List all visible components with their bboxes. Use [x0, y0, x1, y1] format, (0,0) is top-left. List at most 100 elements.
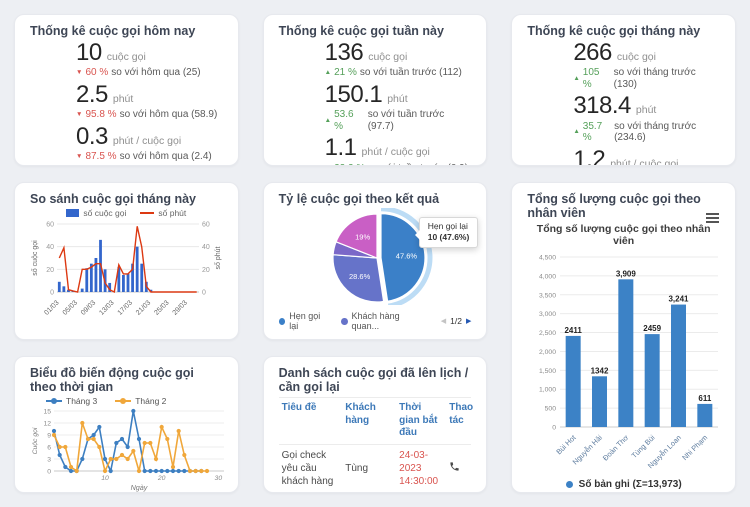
timeline-chart-canvas[interactable]: 0 3 6 9 12 15 10 20 30 Ngày Cuộc gọi — [30, 407, 232, 493]
svg-text:05/03: 05/03 — [62, 299, 79, 316]
customer-name: Tùng — [342, 444, 397, 492]
employee-chart-canvas[interactable]: 0 500 1,000 1,500 2,000 2,500 3,000 3,500 4,000 4… — [527, 247, 723, 473]
svg-text:09/03: 09/03 — [80, 299, 97, 316]
legend-dot-icon — [565, 481, 573, 488]
svg-text:Ngày: Ngày — [131, 483, 148, 492]
col-header-start-time: Thời gian bắt đầu — [396, 397, 447, 445]
card-title: Thống kê cuộc gọi tháng này — [527, 24, 701, 38]
svg-text:40: 40 — [202, 244, 210, 251]
pager-next-icon[interactable]: ▶ — [465, 318, 472, 325]
table-row: Gọi trao đổi khách hàng Dương Trương Phư… — [279, 492, 472, 493]
trend-line: ▼ 60 % so với hôm qua (25) — [76, 67, 201, 79]
svg-text:0: 0 — [50, 290, 54, 297]
svg-text:1342: 1342 — [591, 366, 609, 375]
compare-text: so với hôm qua (2.4) — [119, 151, 212, 163]
svg-text:28.6%: 28.6% — [349, 272, 371, 281]
scheduled-calls-table: Tiêu đề Khách hàng Thời gian bắt đầu Tha… — [278, 397, 473, 493]
metric-avg: 0.3 phút / cuộc gọi ▼ 87.5 % so với hôm qua… — [76, 123, 223, 163]
compare-text: so với tuần trước (0.9) — [368, 163, 468, 165]
card-title: Biểu đồ biến động cuộc gọi theo thời gia… — [30, 366, 194, 394]
trend-up-icon: ▲ — [324, 116, 332, 124]
scheduled-calls-card: Danh sách cuộc gọi đã lên lịch / cần gọi… — [262, 356, 488, 493]
card-title: So sánh cuộc gọi tháng này — [30, 192, 196, 206]
svg-text:3,909: 3,909 — [616, 269, 637, 278]
metrics: 136 cuộc gọi ▲ 21 % so với tuần trước (112)… — [324, 39, 472, 166]
trend-line: ▼ 95.8 % so với hôm qua (58.9) — [76, 109, 218, 121]
pie-chart-canvas[interactable]: 47.6% 28.6% 19% — [279, 206, 475, 309]
svg-text:47.6%: 47.6% — [395, 251, 417, 260]
svg-text:0: 0 — [553, 425, 557, 432]
trend-up-icon: ▲ — [573, 74, 580, 82]
svg-text:9: 9 — [47, 432, 51, 439]
pager-prev-icon[interactable]: ◀ — [440, 318, 447, 325]
trend-line: ▲ 21 % so với tuần trước (112) — [324, 67, 462, 79]
trend-line: ▲22.2 %so với tuần trước (0.9) — [325, 163, 472, 166]
svg-text:Đoàn Thơ: Đoàn Thơ — [601, 433, 631, 463]
svg-text:60: 60 — [202, 222, 210, 229]
stat-card-week: Thống kê cuộc gọi tuần này 136 cuộc gọi ▲… — [262, 14, 488, 166]
metric-value: 1.2 — [573, 145, 606, 166]
svg-text:6: 6 — [47, 444, 51, 451]
svg-text:3,241: 3,241 — [669, 295, 690, 304]
stat-card-today: Thống kê cuộc gọi hôm nay 10 cuộc gọi ▼ 60… — [14, 14, 239, 166]
trend-up-icon: ▲ — [325, 165, 331, 166]
metric-calls: 10 cuộc gọi ▼ 60 % so với hôm qua (25) — [76, 39, 223, 79]
compare-text: so với tháng trước (234.6) — [614, 120, 697, 144]
metric-minutes: 318.4 phút ▲ 35.7 % so với tháng trước (234… — [573, 93, 720, 144]
timeline-chart-card: Biểu đồ biến động cuộc gọi theo thời gia… — [14, 356, 239, 493]
trend-down-icon: ▼ — [76, 152, 83, 160]
trend-line: ▲ 105 % so với tháng trước (130) — [573, 67, 720, 90]
svg-text:12: 12 — [43, 420, 51, 427]
legend-item-march[interactable]: Tháng 3 — [46, 396, 97, 406]
svg-text:3,500: 3,500 — [539, 292, 556, 299]
bar-swatch-icon — [66, 209, 80, 217]
svg-text:25/03: 25/03 — [153, 299, 170, 316]
line-dot-swatch-icon — [46, 398, 62, 404]
legend-label: số phút — [158, 208, 187, 218]
legend-item-records[interactable]: Số bản ghi (Σ=13,973) — [579, 479, 682, 490]
svg-text:20: 20 — [157, 475, 166, 482]
legend-item-calls[interactable]: số cuộc gọi — [66, 208, 126, 218]
chart-menu-icon[interactable] — [704, 211, 721, 225]
start-time: 24-03-2023 15:52:00 — [396, 492, 446, 493]
combo-chart-canvas[interactable]: 0 0 20 20 40 40 60 60 số cuộc gọi số phút 01/03 05/… — [30, 219, 226, 323]
legend-label: Hẹn gọi lại — [289, 311, 321, 331]
svg-text:2,500: 2,500 — [539, 330, 556, 337]
compare-text: so với tuần trước (97.7) — [367, 109, 445, 132]
metric-avg: 1.1 phút / cuộc gọi ▲22.2 %so với tuần tr… — [325, 135, 472, 166]
phone-icon[interactable] — [449, 461, 460, 476]
legend-item-february[interactable]: Tháng 2 — [115, 396, 166, 406]
svg-text:3,000: 3,000 — [539, 311, 556, 318]
legend-item-interested[interactable]: Khách hàng quan... — [340, 311, 425, 331]
svg-text:số phút: số phút — [213, 246, 222, 269]
metric-unit: phút — [112, 92, 134, 105]
svg-text:13/03: 13/03 — [98, 299, 115, 316]
employee-legend: Số bản ghi (Σ=13,973) — [527, 479, 720, 490]
trend-down-icon: ▼ — [76, 68, 83, 76]
svg-text:10: 10 — [101, 475, 109, 482]
tooltip-value: 10 (47.6%) — [427, 232, 470, 243]
card-title: Thống kê cuộc gọi tuần này — [278, 24, 444, 38]
legend-item-minutes[interactable]: số phút — [140, 208, 186, 218]
svg-text:20: 20 — [46, 267, 54, 274]
metric-unit: cuộc gọi — [616, 51, 656, 63]
card-title: Tổng số lượng cuộc gọi theo nhân viên — [527, 192, 701, 220]
compare-text: so với tuần trước (112) — [359, 67, 462, 79]
compare-chart-card: So sánh cuộc gọi tháng này số cuộc gọi s… — [14, 182, 239, 340]
svg-text:0: 0 — [202, 290, 206, 297]
trend-line: ▼ 87.5 % so với hôm qua (2.4) — [76, 151, 212, 163]
col-header-title: Tiêu đề — [278, 397, 343, 445]
metric-minutes: 2.5 phút ▼ 95.8 % so với hôm qua (58.9) — [76, 81, 223, 121]
metric-unit: phút / cuộc gọi — [112, 134, 182, 147]
trend-up-icon: ▲ — [573, 128, 580, 136]
svg-text:2411: 2411 — [565, 326, 583, 335]
employee-chart-card: Tổng số lượng cuộc gọi theo nhân viên Tổ… — [511, 182, 736, 493]
svg-text:4,500: 4,500 — [539, 255, 556, 262]
metric-value: 10 — [76, 39, 102, 66]
svg-text:Cuộc gọi: Cuộc gọi — [32, 427, 39, 454]
trend-down-icon: ▼ — [76, 110, 83, 118]
svg-text:29/03: 29/03 — [172, 299, 189, 316]
tooltip-label: Hẹn gọi lại — [427, 221, 468, 231]
legend-item-callback[interactable]: Hẹn gọi lại — [278, 311, 329, 331]
